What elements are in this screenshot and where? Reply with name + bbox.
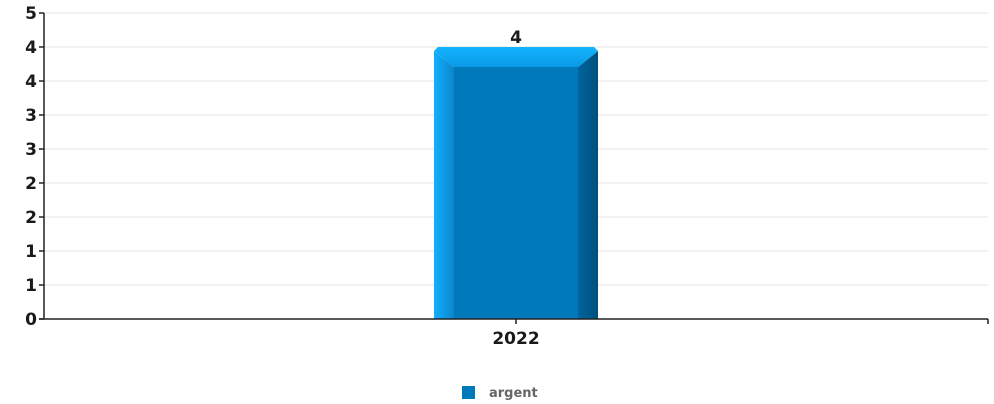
y-tick-label: 4 — [25, 38, 37, 58]
legend-swatch — [462, 386, 475, 399]
bar — [434, 47, 598, 319]
y-tick-label: 1 — [25, 242, 37, 262]
y-tick-label: 2 — [25, 208, 37, 228]
y-tick-label: 0 — [25, 310, 37, 330]
legend: argent — [462, 386, 538, 401]
y-tick-label: 2 — [25, 174, 37, 194]
y-axis: 0 1 1 2 2 3 3 4 4 5 — [25, 4, 45, 330]
bar-front-face — [454, 67, 578, 319]
bar-right-bevel — [578, 51, 598, 319]
bars — [434, 47, 598, 319]
y-tick-label: 3 — [25, 106, 37, 126]
bar-left-bevel — [434, 51, 454, 319]
y-tick-label: 1 — [25, 276, 37, 296]
x-axis: 2022 — [39, 318, 989, 349]
bar-value-label: 4 — [510, 28, 522, 48]
x-tick-label: 2022 — [492, 329, 539, 349]
bar-top-bevel — [434, 47, 598, 67]
y-tick-label: 4 — [25, 72, 37, 92]
legend-label: argent — [489, 386, 538, 401]
y-tick-label: 3 — [25, 140, 37, 160]
y-tick-label: 5 — [25, 4, 37, 24]
data-labels: 4 — [510, 28, 522, 48]
